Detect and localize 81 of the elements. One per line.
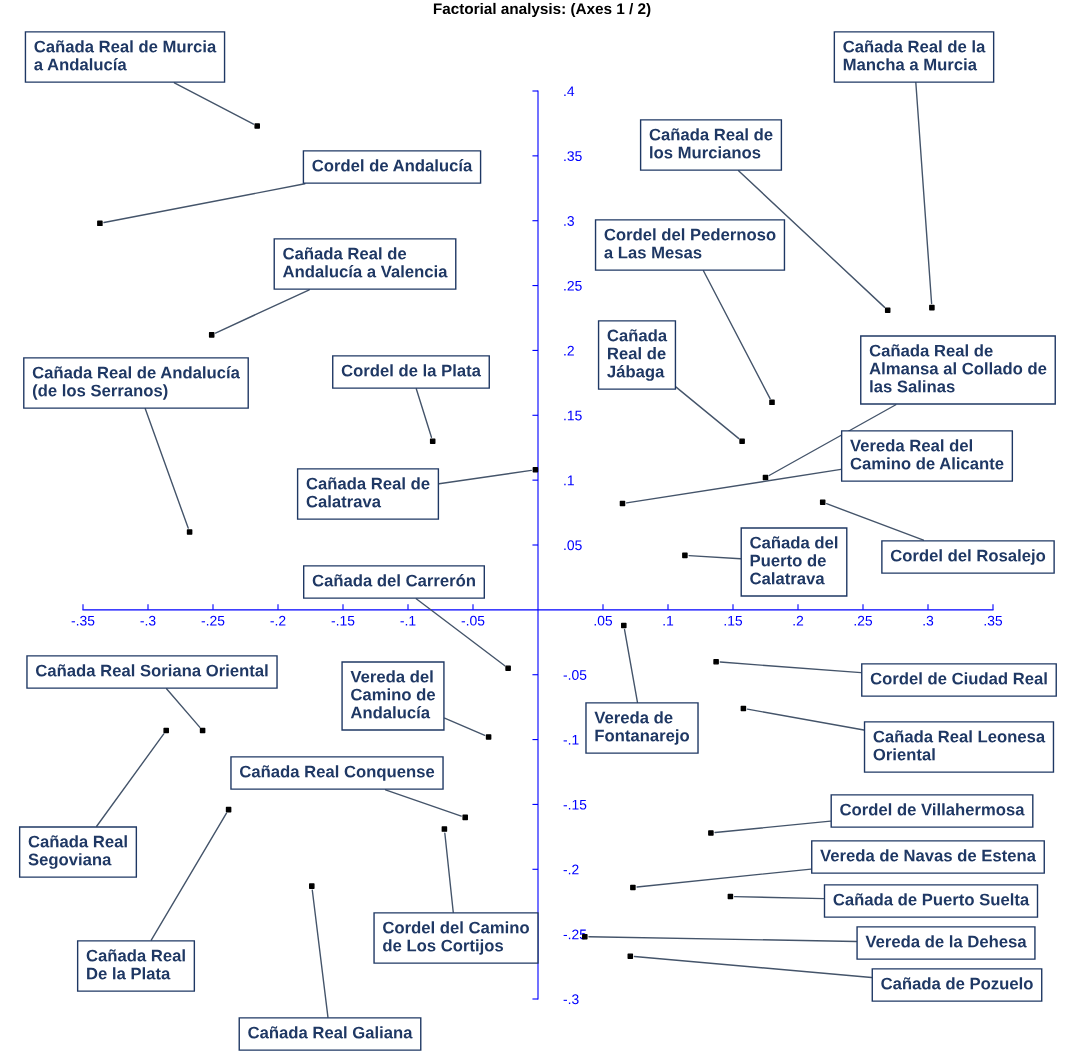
x-tick-label: .2 [793,615,804,626]
y-tick-label: .05 [564,540,582,551]
annotation: Cañada Real de Calatrava [306,477,430,508]
annotation: Vereda del Camino de Andalucía [350,670,436,719]
annotation: Cañada Real de Andalucía a Valencia [282,247,448,278]
annotation: Cañada Real Conquense [239,765,435,781]
point [769,399,775,406]
annotation: Vereda de Navas de Estena [820,849,1037,862]
annotation: Vereda de Fontanarejo [594,711,690,745]
y-tick-label: .1 [564,475,574,486]
x-tick-label: .1 [663,615,674,626]
x-tick-label: -.25 [201,615,225,626]
x-tick-label: -.2 [270,615,286,626]
annotation: Cordel del Camino de Los Cortijos [383,921,529,955]
point [627,953,634,959]
annotation: Cañada del Puerto de Calatrava [750,536,838,585]
y-tick-label: .3 [564,216,574,226]
y-tick-label: .15 [564,410,582,421]
x-tick-label: .15 [724,615,743,626]
annotation: Cordel del Rosalejo [890,549,1046,565]
point [532,466,539,473]
annotation: Cordel de la Plata [341,364,482,377]
y-tick-label: .2 [564,345,574,356]
point [186,529,193,535]
point [462,814,468,821]
annotation: Cañada de Puerto Suelta [833,893,1030,906]
y-tick-label: -.1 [563,735,579,745]
annotation: Cañada Real de la Mancha a Murcia [843,40,986,71]
x-tick-label: .05 [594,615,613,626]
point [97,220,103,227]
point [208,332,215,338]
annotation: Cañada del Carrerón [312,574,475,587]
point [309,883,315,889]
y-tick-label: -.15 [563,799,587,810]
x-tick-label: -.1 [400,615,416,626]
annotation: Cañada Real de los Murcianos [649,128,773,159]
annotation: Cañada Real Segoviana [28,835,127,869]
annotation: Vereda Real del Camino de Alicante [850,439,1004,470]
annotation: Cañada de Pozuelo [881,977,1033,990]
annotation: Cañada Real Leonesa Oriental [873,730,1046,761]
annotation: Cordel de Villahermosa [840,803,1025,816]
annotation: Cañada Real Soriana Oriental [35,664,268,677]
point [682,552,688,559]
annotation: Cañada Real de Andalucía (de los Serranos) [32,366,240,400]
x-tick-label: -.15 [331,615,355,626]
x-tick-label: .35 [984,615,1003,626]
point [929,304,935,311]
x-tick-label: -.3 [140,615,156,626]
annotation: Cordel del Pedernoso a Las Mesas [604,228,776,259]
point [630,884,636,891]
point [505,665,511,672]
point [621,622,627,629]
point [819,499,826,505]
point [713,658,719,665]
annotation: Cañada Real de Jábaga [607,329,668,381]
point [708,830,714,836]
y-tick-label: .25 [564,280,582,291]
point [739,438,745,445]
annotation: Cordel de Ciudad Real [870,672,1047,685]
point [884,307,891,313]
x-tick-label: -.05 [461,615,485,626]
chart-title: Factorial analysis: (Axes 1 / 2) [433,2,651,18]
annotation: Cordel de Andalucía [312,159,473,172]
point [254,123,260,129]
y-tick-label: .4 [564,86,575,97]
annotation: Cañada Real De la Plata [86,949,185,980]
point [441,826,448,832]
x-tick-label: .3 [923,615,934,626]
point [163,727,169,734]
annotation: Cañada Real de Murcia a Andalucía [34,40,217,71]
y-tick-label: -.3 [563,994,579,1005]
y-tick-label: -.2 [563,864,579,875]
x-tick-label: .25 [854,615,873,626]
y-tick-label: -.05 [563,670,587,680]
point [485,734,492,740]
y-tick-label: .35 [564,151,582,162]
annotation: Vereda de la Dehesa [865,935,1027,948]
point [429,438,436,445]
annotation: Cañada Real Galiana [248,1026,413,1039]
x-tick-label: -.35 [71,615,95,626]
annotation: Cañada Real de Almansa al Collado de las Salinas [869,344,1047,393]
